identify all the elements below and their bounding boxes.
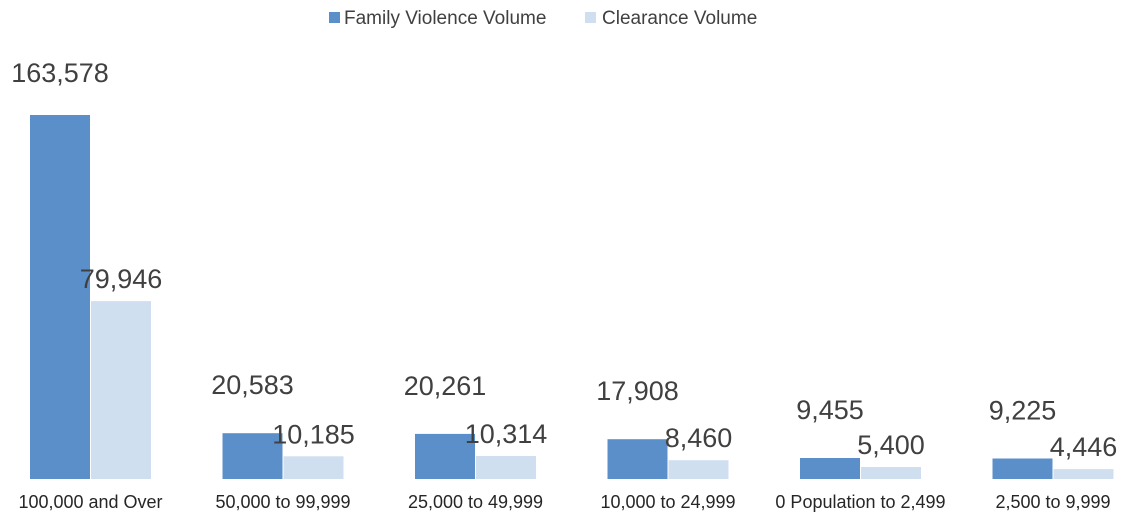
data-label-family-violence-3: 20,261 bbox=[404, 371, 487, 401]
data-label-clearance-5: 5,400 bbox=[857, 430, 925, 460]
data-label-family-violence-4: 17,908 bbox=[596, 376, 679, 406]
legend: Family Violence Volume Clearance Volume bbox=[329, 8, 757, 29]
category-label-5: 0 Population to 2,499 bbox=[775, 492, 945, 512]
bar-clearance-1 bbox=[91, 301, 151, 479]
data-label-clearance-6: 4,446 bbox=[1050, 432, 1118, 462]
data-label-family-violence-2: 20,583 bbox=[211, 370, 294, 400]
category-label-1: 100,000 and Over bbox=[18, 492, 162, 512]
legend-swatch-2 bbox=[585, 12, 596, 23]
bar-clearance-5 bbox=[861, 467, 921, 479]
category-label-3: 25,000 to 49,999 bbox=[408, 492, 543, 512]
category-label-4: 10,000 to 24,999 bbox=[600, 492, 735, 512]
legend-swatch-1 bbox=[329, 12, 340, 23]
bar-clearance-2 bbox=[283, 456, 344, 479]
bar-clearance-4 bbox=[668, 460, 729, 479]
bar-family-violence-2 bbox=[222, 433, 283, 479]
data-label-clearance-3: 10,314 bbox=[465, 419, 548, 449]
data-labels: 163,578 79,946 20,583 10,185 20,261 10,314 17,… bbox=[11, 58, 1117, 462]
bar-family-violence-5 bbox=[800, 458, 860, 479]
category-label-6: 2,500 to 9,999 bbox=[995, 492, 1110, 512]
data-label-clearance-2: 10,185 bbox=[272, 419, 355, 449]
data-label-clearance-4: 8,460 bbox=[665, 423, 733, 453]
bar-family-violence-4 bbox=[607, 439, 668, 479]
bars bbox=[30, 115, 1114, 479]
legend-label-2: Clearance Volume bbox=[602, 8, 757, 29]
data-label-family-violence-6: 9,225 bbox=[989, 396, 1057, 426]
data-label-clearance-1: 79,946 bbox=[80, 264, 163, 294]
category-label-2: 50,000 to 99,999 bbox=[215, 492, 350, 512]
bar-family-violence-6 bbox=[992, 458, 1053, 479]
bar-family-violence-1 bbox=[30, 115, 90, 479]
bar-clearance-3 bbox=[476, 456, 536, 479]
category-labels: 100,000 and Over 50,000 to 99,999 25,000 t… bbox=[18, 492, 1110, 512]
bar-clearance-6 bbox=[1053, 469, 1114, 479]
legend-label-1: Family Violence Volume bbox=[344, 8, 546, 29]
data-label-family-violence-5: 9,455 bbox=[796, 395, 864, 425]
data-label-family-violence-1: 163,578 bbox=[11, 58, 109, 88]
bar-family-violence-3 bbox=[415, 433, 475, 479]
